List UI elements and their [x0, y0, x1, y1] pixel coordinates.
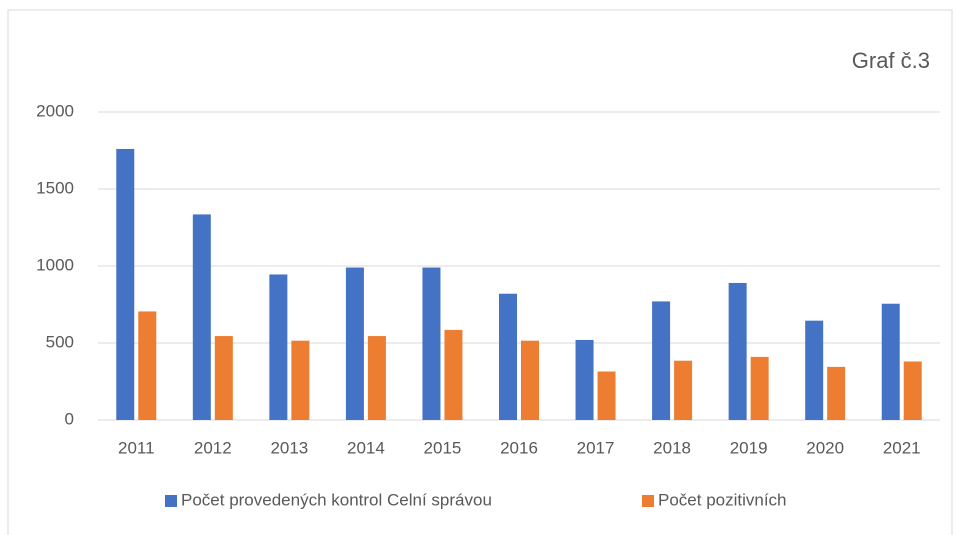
x-tick-label: 2014	[347, 438, 385, 457]
bar	[674, 360, 693, 420]
bar	[214, 336, 233, 420]
x-tick-label: 2016	[500, 438, 538, 457]
y-tick-label: 500	[46, 332, 74, 351]
bar	[652, 301, 671, 420]
bar	[881, 303, 900, 420]
x-tick-label: 2019	[730, 438, 768, 457]
legend-label: Počet pozitivních	[658, 490, 787, 509]
y-tick-label: 1500	[36, 178, 74, 197]
legend-swatch	[165, 495, 177, 507]
bar	[805, 320, 824, 420]
x-tick-label: 2012	[194, 438, 232, 457]
x-tick-label: 2021	[883, 438, 921, 457]
bar	[444, 329, 463, 420]
bar	[521, 340, 539, 420]
x-tick-label: 2020	[806, 438, 844, 457]
y-tick-label: 1000	[36, 255, 74, 274]
chart-title: Graf č.3	[852, 48, 930, 73]
bar	[138, 311, 157, 420]
bar	[597, 371, 616, 420]
x-tick-label: 2015	[424, 438, 462, 457]
x-tick-label: 2013	[270, 438, 308, 457]
bar	[422, 267, 441, 420]
y-tick-label: 0	[65, 409, 74, 428]
y-tick-label: 2000	[36, 101, 74, 120]
bar	[269, 274, 288, 420]
legend-swatch	[642, 495, 654, 507]
x-tick-label: 2017	[577, 438, 615, 457]
chart-frame	[7, 9, 953, 535]
bar	[903, 361, 922, 420]
bar	[367, 336, 386, 420]
bar	[116, 148, 135, 420]
bar	[192, 214, 211, 420]
bar	[750, 356, 769, 420]
x-tick-label: 2018	[653, 438, 691, 457]
legend-label: Počet provedených kontrol Celní správou	[181, 490, 492, 509]
x-tick-label: 2011	[118, 438, 155, 457]
bar	[345, 267, 364, 420]
bar	[827, 366, 846, 420]
bar	[575, 339, 594, 420]
bar	[499, 293, 517, 420]
bar	[728, 282, 747, 420]
bar	[291, 340, 310, 420]
